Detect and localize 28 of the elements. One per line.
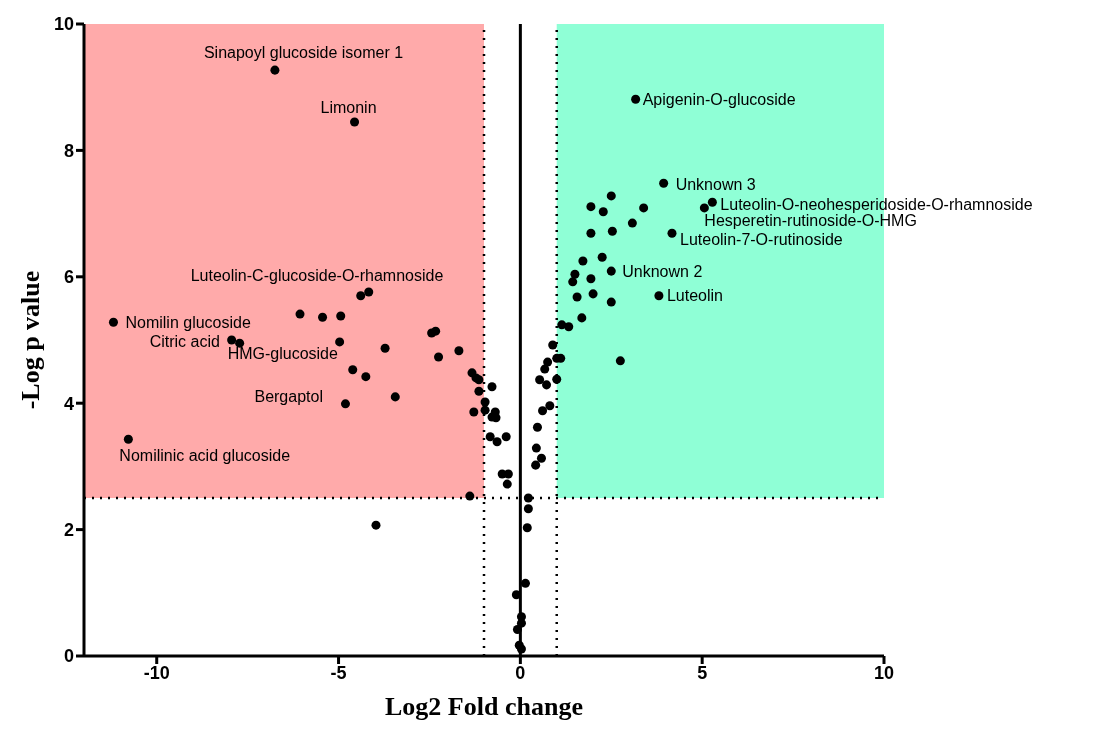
annotation: Unknown 3 bbox=[675, 175, 756, 193]
x-tick-label: 0 bbox=[515, 662, 526, 683]
annotation: Citric acid bbox=[149, 332, 220, 350]
x-axis-title: Log2 Fold change bbox=[384, 692, 584, 722]
annotation: Luteolin bbox=[666, 287, 723, 305]
annotation: Luteolin-7-O-rutinoside bbox=[680, 230, 843, 248]
annotation: Nomilinic acid glucoside bbox=[119, 446, 291, 464]
y-tick-label: 4 bbox=[63, 393, 74, 414]
x-tick-label: 10 bbox=[873, 662, 895, 683]
y-tick-label: 6 bbox=[63, 267, 74, 288]
annotation: Luteolin-C-glucoside-O-rhamnoside bbox=[190, 267, 444, 285]
annotation: Bergaptol bbox=[254, 388, 323, 406]
y-axis-title: -Log p value bbox=[16, 270, 46, 410]
annotation: Nomilin glucoside bbox=[125, 313, 251, 331]
annotation: Hesperetin-rutinoside-O-HMG bbox=[704, 212, 917, 230]
annotation: Luteolin-O-neohesperidoside-O-rhamnoside bbox=[720, 195, 1033, 213]
x-tick-label: -5 bbox=[330, 662, 347, 683]
annotation: HMG-glucoside bbox=[227, 345, 338, 363]
annotation: Unknown 2 bbox=[622, 262, 703, 280]
x-tick-label: 5 bbox=[697, 662, 708, 683]
x-tick-label: -10 bbox=[143, 662, 170, 683]
y-tick-label: 8 bbox=[63, 140, 74, 161]
annotation: Sinapoyl glucoside isomer 1 bbox=[203, 43, 404, 61]
y-tick-label: 2 bbox=[63, 519, 74, 540]
y-tick-label: 10 bbox=[53, 14, 74, 35]
annotation: Apigenin-O-glucoside bbox=[642, 90, 796, 108]
y-tick-label: 0 bbox=[63, 646, 74, 667]
annotation: Limonin bbox=[320, 99, 377, 117]
